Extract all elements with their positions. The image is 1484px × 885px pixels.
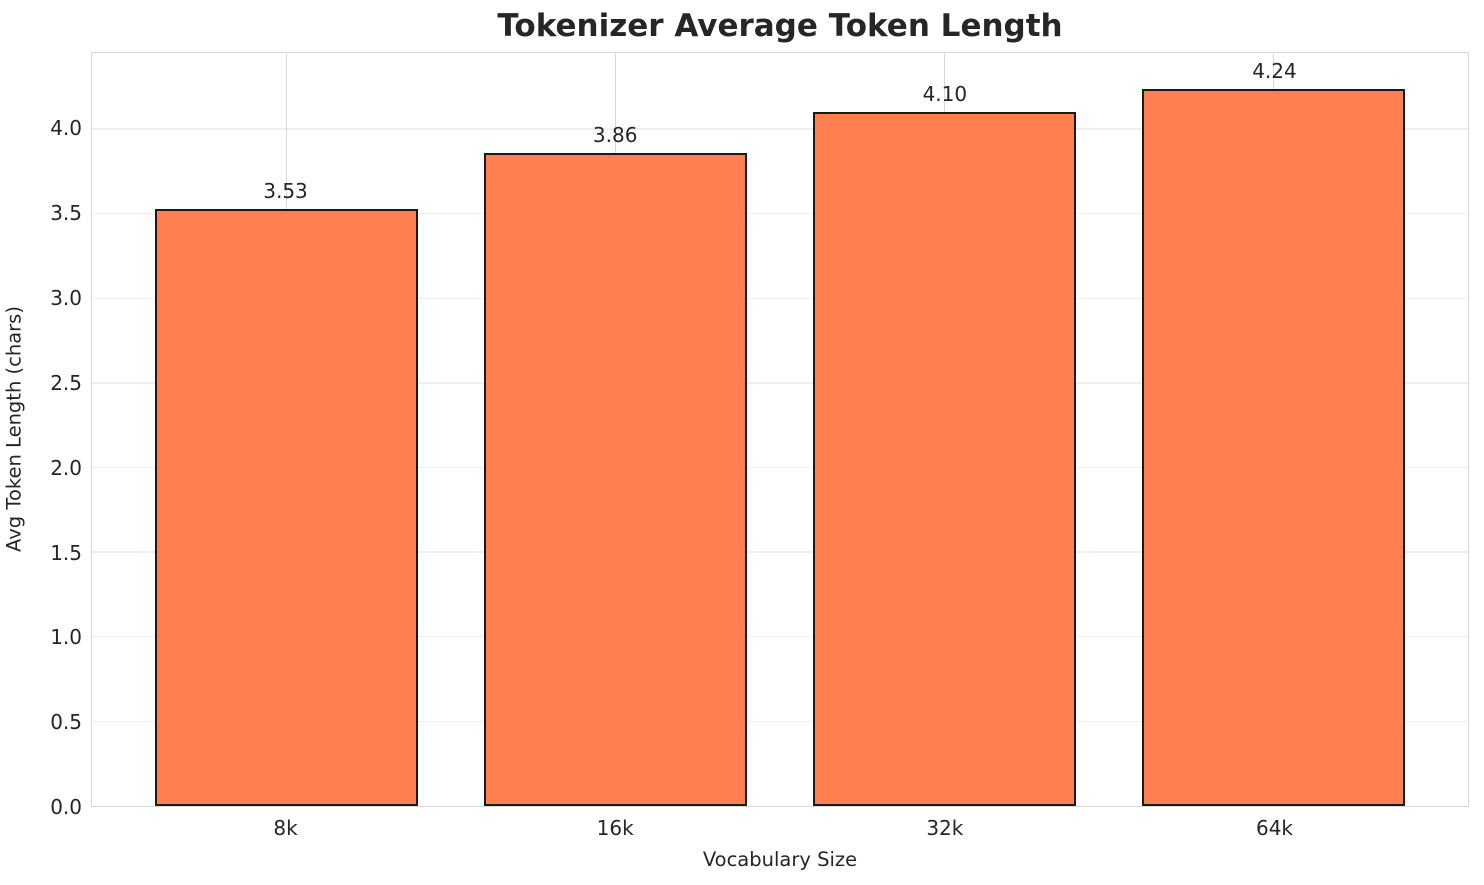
horizontal-gridline <box>92 636 1468 638</box>
horizontal-gridline <box>92 297 1468 300</box>
bar-value-label: 4.10 <box>922 82 968 107</box>
bar-16k <box>483 152 748 806</box>
horizontal-gridline <box>92 551 1468 553</box>
y-tick-label: 0.0 <box>50 795 82 819</box>
y-tick-label: 1.0 <box>50 625 82 650</box>
y-tick-label: 2.5 <box>50 370 82 395</box>
y-tick-label: 1.5 <box>50 540 82 565</box>
bar-value-label: 4.24 <box>1252 58 1297 83</box>
x-tick-label: 16k <box>596 816 634 840</box>
x-tick-label: 32k <box>926 816 964 840</box>
horizontal-gridline <box>92 720 1468 723</box>
horizontal-gridline <box>92 466 1468 469</box>
bar-64k <box>1142 88 1406 806</box>
y-axis-label: Avg Token Length (chars) <box>2 306 26 552</box>
x-tick-label: 64k <box>1255 816 1293 840</box>
horizontal-gridline <box>92 382 1468 384</box>
x-tick-label: 8k <box>273 816 298 840</box>
y-tick-label: 4.0 <box>50 116 82 141</box>
bar-value-label: 3.53 <box>263 179 308 204</box>
horizontal-gridline <box>92 213 1468 215</box>
y-tick-label: 3.5 <box>50 201 82 226</box>
horizontal-gridline <box>92 128 1468 130</box>
plot-area <box>91 52 1469 807</box>
bar-value-label: 3.86 <box>592 123 638 148</box>
y-tick-label: 0.5 <box>50 710 82 735</box>
x-axis-label: Vocabulary Size <box>702 848 858 871</box>
y-tick-label: 3.0 <box>50 286 82 310</box>
bar-32k <box>812 112 1077 806</box>
chart-title: Tokenizer Average Token Length <box>497 8 1063 44</box>
y-tick-label: 2.0 <box>50 455 82 480</box>
bar-8k <box>154 208 418 806</box>
